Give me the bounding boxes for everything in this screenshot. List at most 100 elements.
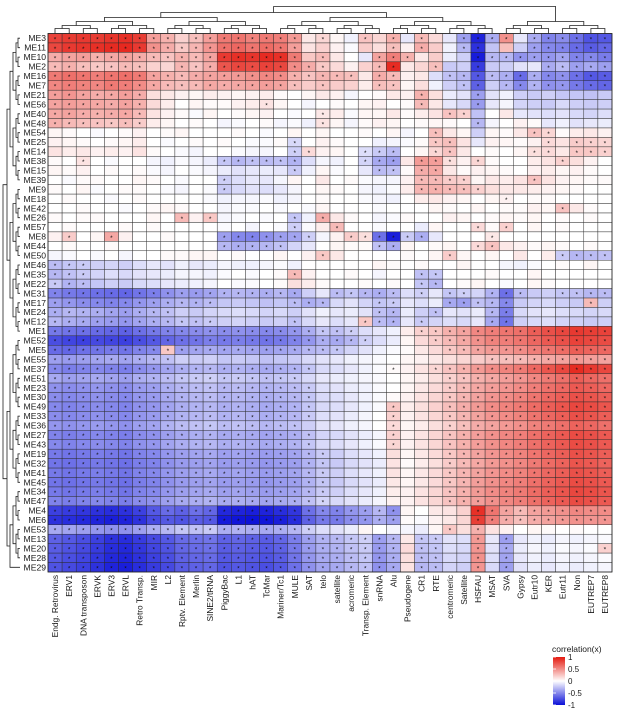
significance-star: * xyxy=(449,339,452,346)
heatmap-cell xyxy=(456,307,472,318)
heatmap-cell xyxy=(273,307,288,318)
heatmap-cell xyxy=(400,42,415,53)
heatmap-cell xyxy=(231,222,246,233)
significance-star: * xyxy=(505,292,508,299)
significance-star: * xyxy=(265,490,268,497)
significance-star: * xyxy=(491,518,494,525)
significance-star: * xyxy=(54,528,57,535)
significance-star: * xyxy=(82,547,85,554)
significance-star: * xyxy=(519,395,522,402)
heatmap-cell xyxy=(329,363,345,374)
significance-star: * xyxy=(604,377,607,384)
significance-star: * xyxy=(308,367,311,374)
significance-star: * xyxy=(590,377,593,384)
significance-star: * xyxy=(604,405,607,412)
heatmap-cell xyxy=(329,80,345,91)
significance-star: * xyxy=(561,329,564,336)
heatmap-cell xyxy=(569,260,585,270)
row-labels: ME3ME11ME10ME2ME16ME7ME21ME56ME40ME48ME5… xyxy=(24,33,47,572)
heatmap-cell xyxy=(386,458,401,469)
heatmap-cell xyxy=(456,118,472,129)
heatmap-cell xyxy=(513,524,528,535)
heatmap-cell xyxy=(498,269,514,280)
significance-star: * xyxy=(110,433,113,440)
heatmap-cell xyxy=(414,401,429,412)
heatmap-cell xyxy=(484,269,500,280)
significance-star: * xyxy=(477,55,480,62)
significance-star: * xyxy=(209,377,212,384)
significance-star: * xyxy=(434,169,437,176)
significance-star: * xyxy=(477,433,480,440)
heatmap-cell xyxy=(583,184,599,195)
significance-star: * xyxy=(378,169,381,176)
significance-star: * xyxy=(533,339,536,346)
heatmap-cell xyxy=(555,316,570,327)
heatmap-cell xyxy=(569,174,585,185)
significance-star: * xyxy=(110,93,113,100)
significance-star: * xyxy=(505,301,508,308)
heatmap-cell xyxy=(400,505,415,516)
significance-star: * xyxy=(124,55,127,62)
heatmap-cell xyxy=(414,137,429,148)
heatmap-cell xyxy=(357,193,373,204)
significance-star: * xyxy=(96,518,99,525)
heatmap-cell xyxy=(513,552,528,563)
heatmap-cell xyxy=(428,354,444,365)
heatmap-cell xyxy=(245,222,260,233)
heatmap-cell xyxy=(400,448,415,459)
significance-star: * xyxy=(590,405,593,412)
heatmap-cell xyxy=(202,193,218,204)
significance-star: * xyxy=(223,329,226,336)
significance-star: * xyxy=(420,36,423,43)
heatmap-cell xyxy=(90,203,105,214)
significance-star: * xyxy=(406,55,409,62)
heatmap-cell xyxy=(132,278,147,289)
heatmap-cell xyxy=(414,439,429,450)
heatmap-cell xyxy=(301,316,317,327)
heatmap-cell xyxy=(174,156,190,166)
significance-star: * xyxy=(152,518,155,525)
significance-star: * xyxy=(209,320,212,327)
significance-star: * xyxy=(477,301,480,308)
significance-star: * xyxy=(491,55,494,62)
heatmap-cell xyxy=(132,156,147,166)
heatmap-cell xyxy=(104,269,119,280)
column-label: centromeric xyxy=(445,575,455,619)
heatmap-cell xyxy=(273,99,288,110)
significance-star: * xyxy=(138,471,141,478)
heatmap-cell xyxy=(160,118,176,129)
heatmap-cell xyxy=(202,203,218,214)
heatmap-cell xyxy=(104,127,119,138)
column-label: hAT xyxy=(247,575,257,590)
heatmap-cell xyxy=(188,193,204,204)
significance-star: * xyxy=(138,443,141,450)
heatmap-cell xyxy=(61,241,77,252)
heatmap-cell xyxy=(273,127,288,138)
significance-star: * xyxy=(308,65,311,72)
heatmap-cell xyxy=(456,127,472,138)
significance-star: * xyxy=(68,339,71,346)
heatmap-cell xyxy=(188,184,204,195)
heatmap-cell xyxy=(329,137,345,148)
heatmap-cell xyxy=(442,307,458,318)
heatmap-cell xyxy=(104,193,119,204)
significance-star: * xyxy=(322,490,325,497)
heatmap-cell xyxy=(569,156,585,166)
heatmap-cell xyxy=(513,307,528,318)
heatmap-cell xyxy=(541,307,556,318)
significance-star: * xyxy=(124,518,127,525)
significance-star: * xyxy=(124,310,127,317)
heatmap-cell xyxy=(301,288,317,299)
heatmap-cell xyxy=(146,212,162,223)
significance-star: * xyxy=(237,462,240,469)
heatmap-cell xyxy=(273,260,288,270)
significance-star: * xyxy=(167,462,170,469)
significance-star: * xyxy=(195,377,198,384)
heatmap-cell xyxy=(386,193,401,204)
significance-star: * xyxy=(279,292,282,299)
significance-star: * xyxy=(505,329,508,336)
heatmap-cell xyxy=(484,212,500,223)
significance-star: * xyxy=(96,547,99,554)
significance-star: * xyxy=(322,480,325,487)
heatmap-cell xyxy=(301,203,317,214)
